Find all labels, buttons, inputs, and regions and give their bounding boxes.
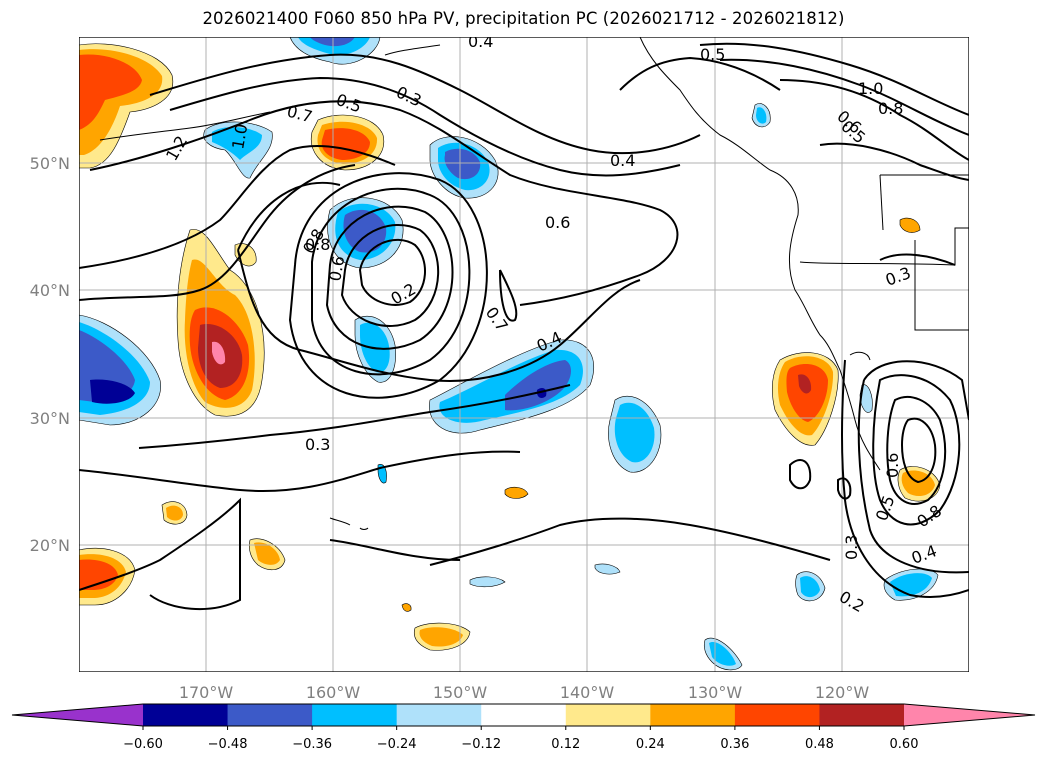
gridlines <box>79 37 969 672</box>
colorbar-tick-label: 0.60 <box>890 737 919 752</box>
colorbar-segment <box>565 704 651 726</box>
colorbar-tick-label: 0.24 <box>636 737 665 752</box>
precip-shading <box>79 37 941 671</box>
svg-text:0.5: 0.5 <box>700 45 725 64</box>
colorbar: −0.60 −0.48 −0.36 −0.24 −0.12 0.12 0.24 0.36 0.4… <box>11 703 1036 752</box>
colorbar-tick-label: −0.48 <box>208 737 248 752</box>
svg-text:0.6: 0.6 <box>545 213 570 232</box>
svg-text:0.8: 0.8 <box>305 235 330 254</box>
colorbar-tick-label: 0.12 <box>551 737 580 752</box>
lon-tick-label: 140°W <box>560 683 615 702</box>
colorbar-segment <box>227 704 313 726</box>
svg-text:0.4: 0.4 <box>468 32 493 51</box>
lon-tick-label: 160°W <box>306 683 361 702</box>
colorbar-segment <box>734 704 820 726</box>
colorbar-tick-label: 0.36 <box>720 737 749 752</box>
lon-tick-labels: 170°W 160°W 150°W 140°W 130°W 120°W <box>179 683 870 702</box>
colorbar-tick-label: −0.36 <box>292 737 332 752</box>
map-title: 2026021400 F060 850 hPa PV, precipitatio… <box>202 9 845 28</box>
colorbar-segment <box>481 704 567 726</box>
lat-tick-label: 20°N <box>30 536 70 555</box>
svg-text:0.3: 0.3 <box>842 535 861 560</box>
colorbar-segment <box>819 704 905 726</box>
colorbar-segment <box>396 704 482 726</box>
colorbar-segment <box>312 704 398 726</box>
colorbar-segment <box>650 704 736 726</box>
colorbar-tick-label: −0.24 <box>377 737 417 752</box>
svg-text:1.0: 1.0 <box>858 79 883 98</box>
svg-text:0.4: 0.4 <box>610 151 635 170</box>
lon-tick-label: 120°W <box>815 683 870 702</box>
lon-tick-label: 150°W <box>433 683 488 702</box>
map-panel[interactable]: 0.4 0.5 0.3 0.5 0.7 1.0 1.2 0.8 0.6 0.4 … <box>79 32 969 672</box>
svg-text:0.8: 0.8 <box>878 99 903 118</box>
colorbar-tick-label: 0.48 <box>805 737 834 752</box>
colorbar-extend-high <box>904 704 1035 726</box>
lat-tick-label: 50°N <box>30 154 70 173</box>
lon-tick-label: 130°W <box>688 683 743 702</box>
lon-tick-label: 170°W <box>179 683 234 702</box>
colorbar-tick-label: −0.60 <box>123 737 163 752</box>
lat-tick-labels: 50°N 40°N 30°N 20°N <box>30 154 70 555</box>
lat-tick-label: 40°N <box>30 281 70 300</box>
lat-tick-label: 30°N <box>30 409 70 428</box>
svg-text:0.6: 0.6 <box>883 453 902 478</box>
colorbar-extend-low <box>12 704 143 726</box>
pv-contours <box>79 42 969 611</box>
svg-text:0.6: 0.6 <box>325 254 348 282</box>
svg-text:1.0: 1.0 <box>228 122 251 150</box>
colorbar-tick-label: −0.12 <box>461 737 501 752</box>
colorbar-segment <box>143 704 229 726</box>
svg-text:0.3: 0.3 <box>305 435 330 454</box>
